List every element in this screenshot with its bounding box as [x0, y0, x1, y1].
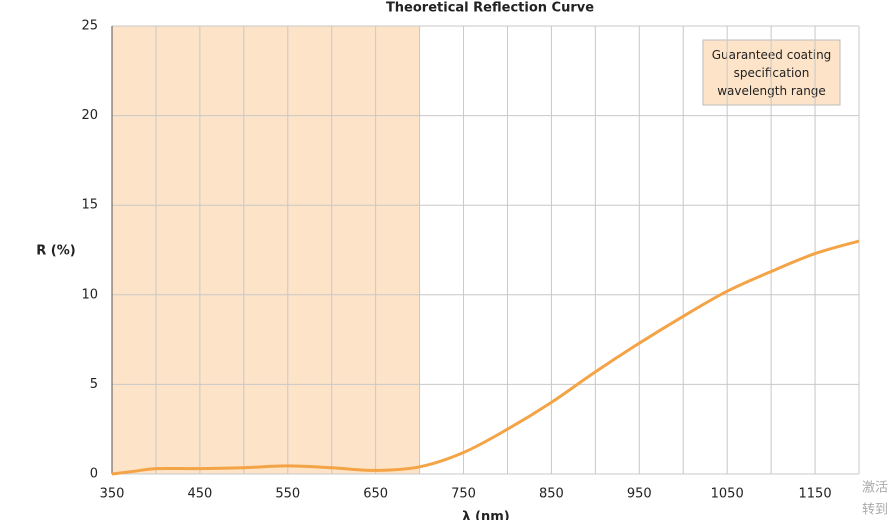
x-tick-label: 650	[363, 487, 388, 502]
y-tick-label: 0	[90, 467, 98, 482]
y-tick-label: 15	[81, 198, 98, 213]
chart-title: Theoretical Reflection Curve	[386, 1, 594, 16]
x-tick-label: 750	[451, 487, 476, 502]
x-tick-label: 550	[275, 487, 300, 502]
x-tick-label: 1150	[799, 487, 832, 502]
watermark: 转到	[862, 503, 888, 518]
x-tick-label: 1050	[711, 487, 744, 502]
spec-range	[112, 26, 420, 474]
reflection-curve	[111, 239, 860, 476]
x-tick-label: 450	[187, 487, 212, 502]
x-axis-label: λ (nm)	[462, 510, 509, 520]
y-tick-label: 5	[90, 377, 98, 392]
y-tick-label: 10	[81, 287, 98, 302]
x-tick-label: 950	[627, 487, 652, 502]
y-tick-label: 25	[81, 19, 98, 34]
y-axis-label: R (%)	[36, 244, 75, 259]
x-tick-label: 350	[100, 487, 125, 502]
y-tick-label: 20	[81, 108, 98, 123]
x-tick-label: 850	[539, 487, 564, 502]
watermark: 激活	[862, 481, 888, 496]
